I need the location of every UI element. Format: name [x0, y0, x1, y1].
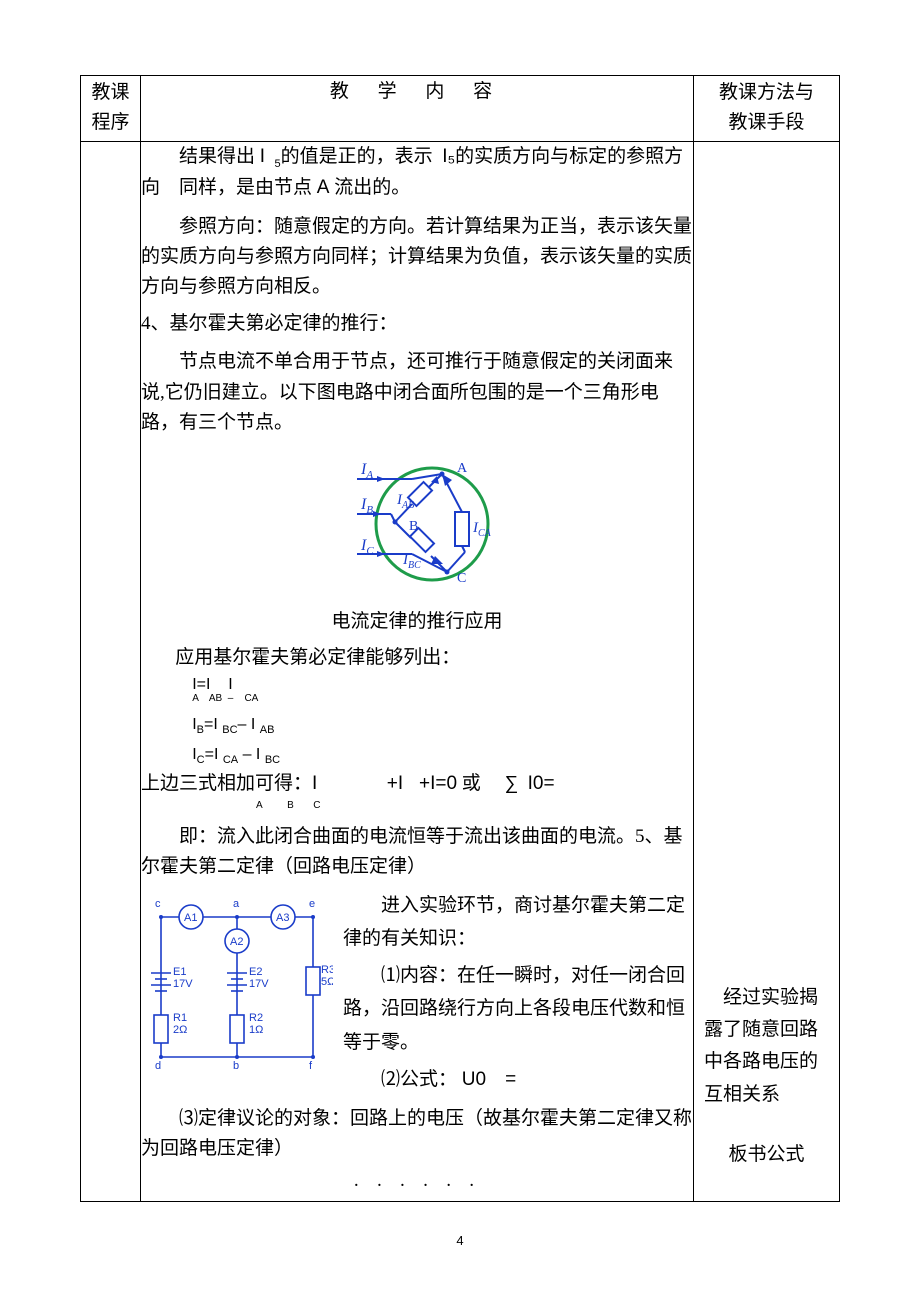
- svg-text:e: e: [309, 898, 315, 910]
- para-7: 即：流入此闭合曲面的电流恒等于流出该曲面的电流。5、基尔霍夫第二定律（回路电压定…: [141, 822, 693, 883]
- svg-text:d: d: [155, 1060, 161, 1069]
- svg-text:2Ω: 2Ω: [173, 1024, 187, 1036]
- svg-text:c: c: [155, 898, 161, 910]
- svg-text:E2: E2: [249, 966, 262, 978]
- svg-text:a: a: [233, 898, 240, 910]
- header-mid: 教 学 内 容: [141, 76, 694, 142]
- para-3: 4、基尔霍夫第必定律的推行：: [141, 309, 693, 339]
- header-left-l2: 程序: [83, 108, 138, 138]
- circuit-figure: c a e d b f A1 A3 A2 E1 17V E2 1: [141, 889, 333, 1079]
- svg-text:17V: 17V: [249, 978, 269, 990]
- svg-text:R1: R1: [173, 1012, 187, 1024]
- svg-text:B: B: [409, 519, 418, 534]
- svg-text:R2: R2: [249, 1012, 263, 1024]
- svg-text:C: C: [457, 571, 466, 586]
- header-right: 教课方法与 教课手段: [694, 76, 840, 142]
- side-note-1: 经过实验揭露了随意回路中各路电压的互相关系: [704, 982, 829, 1111]
- svg-text:A1: A1: [184, 912, 197, 924]
- svg-text:R3: R3: [321, 964, 333, 976]
- lesson-table: 教课 程序 教 学 内 容 教课方法与 教课手段 结果得出 I 5的值是正的，表…: [80, 75, 840, 1202]
- svg-text:A: A: [457, 461, 468, 476]
- triangle-figure: IA IB IC IAB IBC ICA A B C: [141, 444, 693, 604]
- svg-text:A3: A3: [276, 912, 289, 924]
- header-left-l1: 教课: [83, 78, 138, 108]
- svg-text:f: f: [309, 1060, 313, 1069]
- para-5: 应用基尔霍夫第必定律能够列出：: [141, 643, 693, 673]
- para-10: ⑵公式： U0 =: [343, 1063, 693, 1096]
- svg-text:A2: A2: [230, 936, 243, 948]
- svg-text:5Ω: 5Ω: [321, 976, 333, 988]
- svg-text:17V: 17V: [173, 978, 193, 990]
- circuit-row: c a e d b f A1 A3 A2 E1 17V E2 1: [141, 889, 693, 1101]
- content-main: 结果得出 I 5的值是正的，表示 I₅的实质方向与标定的参照方向 同样，是由节点…: [141, 141, 694, 1201]
- header-right-l1: 教课方法与: [696, 78, 837, 108]
- para-4: 节点电流不单合用于节点，还可推行于随意假定的关闭面来说,它仍旧建立。以下图电路中…: [141, 347, 693, 438]
- svg-text:E1: E1: [173, 966, 186, 978]
- para-6: 上边三式相加可得：I +I +I=0 或 ∑ I0= A B C: [141, 769, 693, 813]
- page-number: 4: [0, 1233, 920, 1248]
- side-column: 经过实验揭露了随意回路中各路电压的互相关系 板书公式: [694, 141, 840, 1201]
- header-left: 教课 程序: [81, 76, 141, 142]
- para-2: 参照方向：随意假定的方向。若计算结果为正当，表示该矢量的实质方向与参照方向同样；…: [141, 212, 693, 303]
- para-8: 进入实验环节，商讨基尔霍夫第二定律的有关知识：: [343, 889, 693, 956]
- para-11: ⑶定律议论的对象：回路上的电压（故基尔霍夫第二定律又称为回路电压定律）: [141, 1104, 693, 1165]
- header-right-l2: 教课手段: [696, 108, 837, 138]
- eq1: I=I I A AB – CA: [192, 675, 693, 704]
- eq2: IB=I BC– I AB: [192, 715, 693, 737]
- side-note-2: 板书公式: [704, 1139, 829, 1171]
- svg-text:1Ω: 1Ω: [249, 1024, 263, 1036]
- para-9: ⑴内容：在任一瞬时，对任一闭合回路，沿回路绕行方向上各段电压代数和恒等于零。: [343, 959, 693, 1059]
- eq3: IC=I CA – I BC: [192, 745, 693, 767]
- circuit-text: 进入实验环节，商讨基尔霍夫第二定律的有关知识： ⑴内容：在任一瞬时，对任一闭合回…: [343, 889, 693, 1101]
- dots: · · · · · ·: [141, 1171, 693, 1201]
- fig1-caption: 电流定律的推行应用: [141, 607, 693, 637]
- left-empty: [81, 141, 141, 1201]
- para-1: 结果得出 I 5的值是正的，表示 I₅的实质方向与标定的参照方向 同样，是由节点…: [141, 142, 693, 204]
- svg-text:b: b: [233, 1060, 239, 1069]
